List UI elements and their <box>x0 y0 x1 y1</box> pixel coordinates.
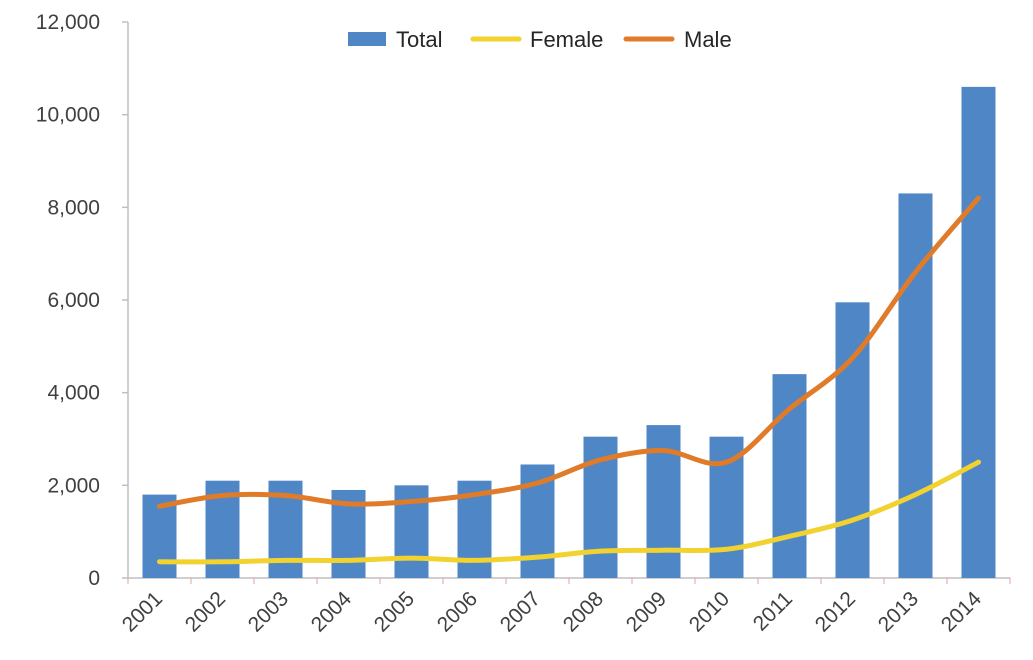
bar-total <box>772 374 807 578</box>
x-tick-label: 2006 <box>433 587 482 636</box>
y-tick-label: 4,000 <box>47 382 100 405</box>
y-tick-label: 0 <box>88 567 100 590</box>
legend-label-total: Total <box>396 27 442 52</box>
x-tick-label: 2008 <box>559 587 608 636</box>
x-tick-label: 2003 <box>244 587 293 636</box>
legend-swatch-total <box>348 32 386 46</box>
x-tick-label: 2005 <box>370 587 419 636</box>
bar-total <box>961 86 996 578</box>
legend-label-male: Male <box>684 27 732 52</box>
y-tick-label: 6,000 <box>47 289 100 312</box>
y-tick-label: 2,000 <box>47 474 100 497</box>
bar-total <box>646 425 681 578</box>
legend: Total Female Male <box>348 27 732 52</box>
x-tick-label: 2009 <box>622 587 671 636</box>
line-male <box>157 195 981 509</box>
x-tick-label: 2007 <box>496 587 545 636</box>
bars <box>142 86 996 578</box>
legend-label-female: Female <box>530 27 603 52</box>
x-tick-label: 2010 <box>685 587 734 636</box>
x-tick-label: 2011 <box>749 587 797 635</box>
y-tick-label: 8,000 <box>47 196 100 219</box>
lines <box>157 195 981 565</box>
x-tick-label: 2002 <box>181 587 230 636</box>
x-tick-label: 2012 <box>811 587 860 636</box>
y-tick-label: 10,000 <box>36 104 100 127</box>
x-tick-label: 2004 <box>307 587 357 637</box>
x-tick-label: 2014 <box>937 587 987 637</box>
y-tick-label: 12,000 <box>36 11 100 34</box>
x-tick-label: 2001 <box>118 587 167 636</box>
line-female <box>157 459 981 565</box>
x-tick-label: 2013 <box>874 587 923 636</box>
bar-total <box>898 193 933 578</box>
